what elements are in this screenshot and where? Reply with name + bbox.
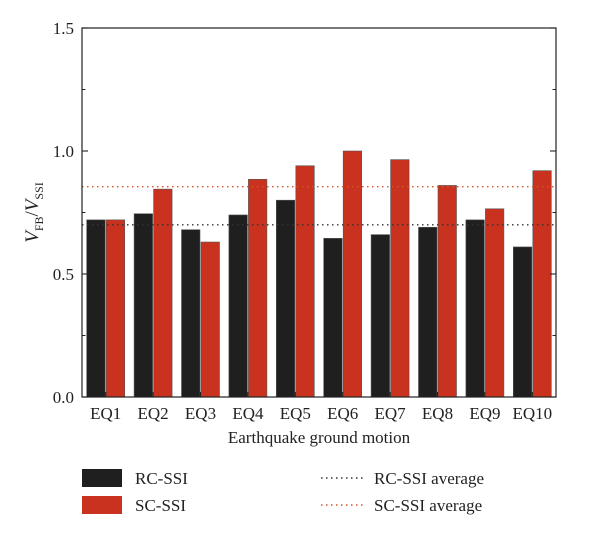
y-tick-label: 0.0	[53, 388, 74, 407]
bar-sc-ssi-eq7	[390, 159, 410, 398]
bar-sc-ssi-eq8	[437, 185, 457, 398]
bar-sc-ssi-eq10	[532, 170, 552, 398]
bar-rc-ssi-eq1	[86, 219, 106, 398]
legend-rc-ssi-swatch	[82, 469, 122, 487]
bar-sc-ssi-eq3	[200, 241, 220, 398]
x-tick-label: EQ8	[422, 404, 453, 423]
legend-sc-ssi-label: SC-SSI	[135, 496, 186, 515]
y-tick-label: 1.5	[53, 19, 74, 38]
bar-rc-ssi-eq7	[370, 234, 390, 398]
legend-rc-ssi-average-label: RC-SSI average	[374, 469, 484, 488]
x-tick-label: EQ3	[185, 404, 216, 423]
bar-rc-ssi-eq6	[323, 238, 343, 398]
x-tick-label: EQ6	[327, 404, 358, 423]
y-title-v: V	[22, 229, 43, 243]
x-tick-label: EQ1	[90, 404, 121, 423]
x-tick-label: EQ10	[512, 404, 552, 423]
plot-frame	[81, 27, 557, 398]
bar-rc-ssi-eq10	[512, 246, 533, 398]
legend: RC-SSI SC-SSI RC-SSI average SC-SSI average	[82, 469, 484, 515]
y-axis-title: VFB/VSSI	[22, 182, 46, 243]
legend-sc-ssi-average-label: SC-SSI average	[374, 496, 482, 515]
bar-rc-ssi-eq5	[275, 199, 296, 398]
y-title-v2: V	[22, 197, 43, 211]
bar-sc-ssi-eq6	[342, 150, 363, 398]
legend-rc-ssi-label: RC-SSI	[135, 469, 188, 488]
y-tick-label: 0.5	[53, 265, 74, 284]
bar-sc-ssi-eq1	[105, 219, 125, 398]
legend-sc-ssi-swatch	[82, 496, 122, 514]
x-tick-label: EQ4	[232, 404, 264, 423]
bar-rc-ssi-eq2	[133, 213, 153, 398]
bar-rc-ssi-eq3	[181, 229, 201, 398]
x-tick-label: EQ5	[280, 404, 311, 423]
y-title-slash: /	[22, 210, 43, 216]
x-tick-label: EQ9	[469, 404, 500, 423]
axes: 0.0 0.5 1.0 1.5 EQ1 EQ2 EQ3 EQ4 EQ5 EQ6 EQ7 EQ8 EQ9 E…	[22, 19, 557, 447]
x-tick-label: EQ2	[138, 404, 169, 423]
y-title-sub-fb: FB	[32, 216, 46, 231]
bar-sc-ssi-eq9	[485, 208, 505, 398]
bar-sc-ssi-eq2	[153, 188, 173, 398]
x-tick-label: EQ7	[375, 404, 407, 423]
bar-rc-ssi-eq8	[418, 226, 438, 398]
y-tick-label: 1.0	[53, 142, 74, 161]
plot-area	[82, 150, 556, 398]
bar-sc-ssi-eq5	[295, 165, 315, 398]
bar-rc-ssi-eq9	[465, 219, 485, 398]
y-title-sub-ssi: SSI	[32, 182, 46, 199]
bar-rc-ssi-eq4	[228, 214, 248, 398]
x-axis-title: Earthquake ground motion	[228, 428, 411, 447]
bar-sc-ssi-eq4	[248, 178, 268, 398]
